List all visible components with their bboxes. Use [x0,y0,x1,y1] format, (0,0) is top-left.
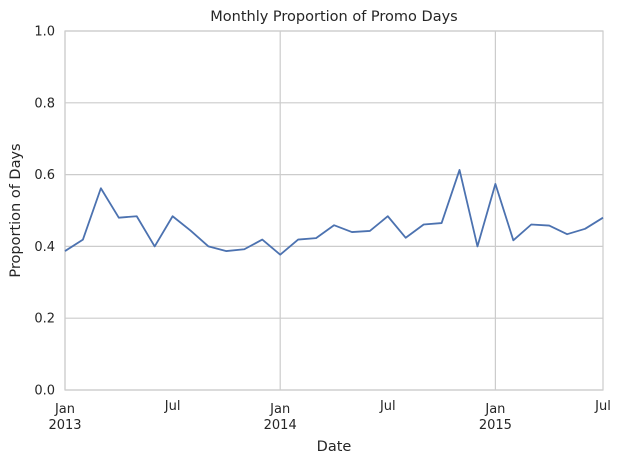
chart-title: Monthly Proportion of Promo Days [210,9,457,25]
x-tick-label: Jan [269,402,290,417]
series-layer [64,169,604,256]
x-tick-year-label: 2015 [479,418,512,433]
plot-frame [64,30,604,391]
x-tick-label: Jul [164,399,181,414]
y-tick-label: 0.8 [34,96,55,111]
x-axis-label: Date [317,439,352,455]
x-tick-label: Jul [594,399,611,414]
y-tick-label: 0.4 [34,240,55,255]
grid-layer [64,30,603,391]
y-tick-label: 0.0 [34,384,55,399]
x-tick-label: Jan [484,402,505,417]
x-tick-label: Jan [54,402,75,417]
x-tick-label: Jul [379,399,396,414]
series-line [64,169,604,256]
y-tick-label: 0.6 [34,168,55,183]
y-tick-label: 1.0 [34,25,55,40]
y-axis-label: Proportion of Days [8,143,24,277]
y-tick-label: 0.2 [34,312,55,327]
x-tick-year-label: 2013 [48,418,81,433]
x-tick-year-label: 2014 [264,418,297,433]
